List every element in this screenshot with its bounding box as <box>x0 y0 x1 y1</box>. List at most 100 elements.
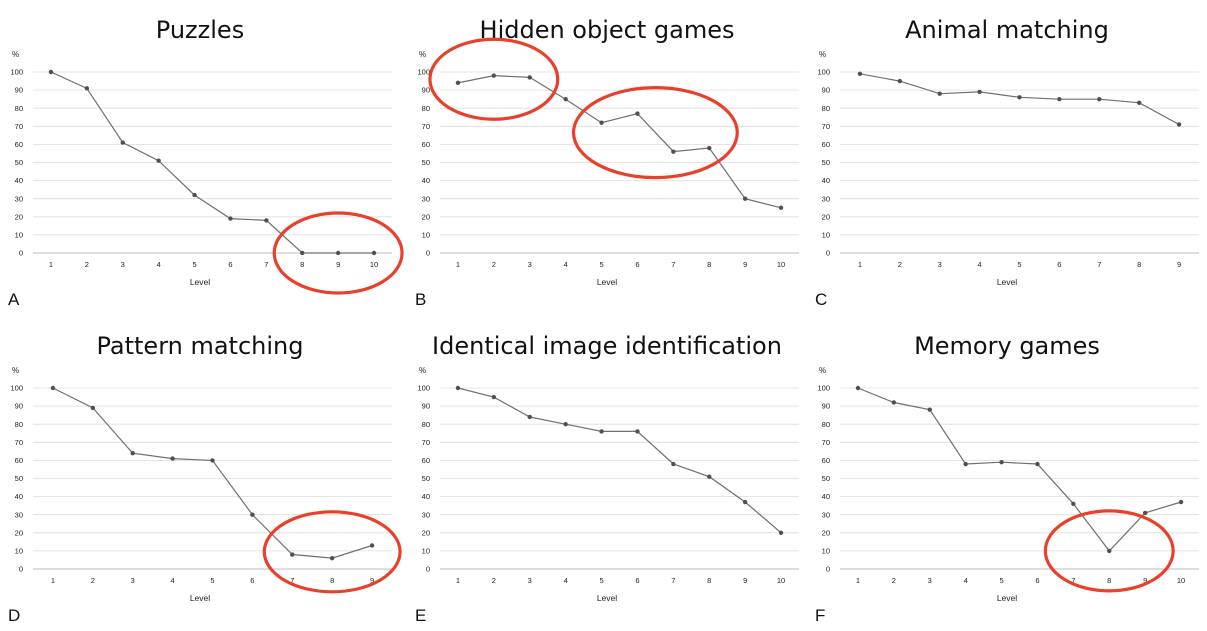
x-tick-label: 1 <box>51 576 55 585</box>
chart-title: Pattern matching <box>97 332 304 360</box>
y-tick-label: 60 <box>422 456 430 465</box>
y-tick-label: 20 <box>422 528 430 537</box>
y-tick-label: 20 <box>422 212 430 221</box>
x-tick-label: 10 <box>370 260 378 269</box>
y-tick-label: 90 <box>422 402 430 411</box>
series-line <box>857 387 1182 552</box>
data-point <box>1035 461 1040 467</box>
y-tick-label: 100 <box>417 68 430 77</box>
x-tick-label: 8 <box>330 576 334 585</box>
y-tick-label: 70 <box>422 122 430 131</box>
x-tick-label: 5 <box>999 576 1003 585</box>
x-tick-label: 8 <box>707 576 711 585</box>
y-tick-label: 50 <box>422 158 430 167</box>
y-tick-label: 100 <box>817 68 830 77</box>
data-point <box>290 552 295 557</box>
x-tick-label: 6 <box>635 576 639 585</box>
chart-a: Puzzles % Level A 0 10 20 30 40 50 60 70 80 90 100… <box>8 16 404 309</box>
panel-letter: D <box>8 606 20 625</box>
y-tick-label: 40 <box>422 176 430 185</box>
chart-panel-e: Identical image identification % Level E… <box>407 316 807 631</box>
series-line <box>457 387 782 534</box>
x-tick-label: 6 <box>1035 576 1039 585</box>
y-tick-label: 20 <box>822 212 830 221</box>
chart-panel-b: Hidden object games % Level B 0 10 20 30 40 5… <box>407 0 807 315</box>
x-tick-label: 8 <box>707 260 711 269</box>
y-tick-label: 70 <box>822 122 830 131</box>
grid-lines <box>840 387 1199 570</box>
y-unit-label: % <box>419 366 426 375</box>
y-tick-label: 80 <box>822 104 830 113</box>
y-unit-label: % <box>419 50 426 59</box>
x-tick-label: 8 <box>1107 576 1111 585</box>
data-point <box>897 78 903 84</box>
y-tick-label: 100 <box>817 384 830 393</box>
y-tick-label: 80 <box>822 420 830 429</box>
y-unit-label: % <box>819 366 826 375</box>
data-point <box>1017 95 1022 100</box>
x-tick-label: 6 <box>228 260 232 269</box>
x-tick-label: 2 <box>898 260 902 269</box>
data-point <box>250 512 255 517</box>
panel-letter: C <box>815 290 827 309</box>
x-tick-label: 6 <box>1057 260 1061 269</box>
data-point <box>963 461 968 467</box>
grid-lines <box>440 387 799 570</box>
x-tick-label: 7 <box>264 260 268 269</box>
data-point <box>371 250 377 256</box>
x-tick-label: 3 <box>528 576 532 585</box>
data-point <box>855 385 861 391</box>
data-point <box>369 543 375 548</box>
data-point <box>228 216 233 221</box>
y-tick-label: 40 <box>15 492 23 501</box>
data-point <box>563 96 568 102</box>
y-tick-label: 100 <box>417 384 430 393</box>
panel-letter: F <box>815 606 825 625</box>
y-tick-label: 40 <box>422 492 430 501</box>
y-tick-label: 10 <box>15 231 23 240</box>
x-tick-label: 2 <box>85 260 89 269</box>
y-tick-label: 50 <box>422 474 430 483</box>
x-tick-label: 1 <box>858 260 862 269</box>
data-point <box>210 458 215 463</box>
panel-letter: E <box>415 606 426 625</box>
data-point <box>778 205 784 210</box>
data-point <box>1107 548 1112 554</box>
data-point <box>671 461 676 467</box>
y-tick-label: 40 <box>15 176 23 185</box>
y-tick-label: 50 <box>15 474 23 483</box>
x-tick-label: 4 <box>978 260 982 269</box>
data-point <box>937 91 942 96</box>
chart-d: Pattern matching % Level D 0 10 20 30 40 50 60… <box>8 332 402 625</box>
x-tick-label: 7 <box>290 576 294 585</box>
x-tick-label: 3 <box>528 260 532 269</box>
x-tick-label: 8 <box>1137 260 1141 269</box>
x-tick-label: 1 <box>456 576 460 585</box>
x-tick-label: 5 <box>1017 260 1021 269</box>
data-point <box>264 218 269 223</box>
data-point <box>120 140 125 145</box>
data-point <box>671 149 676 154</box>
grid-lines <box>840 71 1199 254</box>
y-tick-label: 90 <box>422 86 430 95</box>
y-tick-label: 0 <box>426 565 430 574</box>
x-tick-label: 3 <box>938 260 942 269</box>
data-point <box>891 400 897 405</box>
chart-panel-a: Puzzles % Level A 0 10 20 30 40 50 60 70 80 90 100… <box>0 0 404 315</box>
grid-lines <box>33 71 392 254</box>
y-tick-label: 70 <box>422 438 430 447</box>
y-tick-label: 50 <box>15 158 23 167</box>
x-tick-label: 9 <box>743 260 747 269</box>
data-point <box>1057 96 1062 102</box>
x-tick-label: 5 <box>192 260 196 269</box>
x-tick-label: 6 <box>635 260 639 269</box>
y-tick-label: 0 <box>826 249 830 258</box>
y-tick-label: 20 <box>15 528 23 537</box>
x-tick-label: 10 <box>1177 576 1185 585</box>
x-tick-label: 5 <box>210 576 214 585</box>
data-point <box>1071 501 1076 507</box>
x-tick-label: 9 <box>336 260 340 269</box>
highlight-circle <box>272 211 404 295</box>
y-tick-label: 50 <box>822 158 830 167</box>
